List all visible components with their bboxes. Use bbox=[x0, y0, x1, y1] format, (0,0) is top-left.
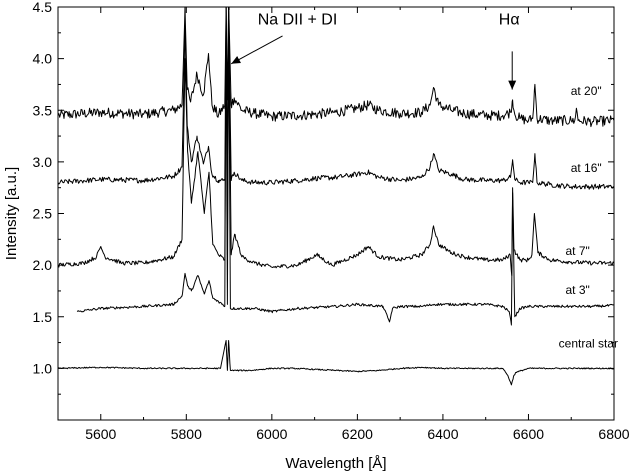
y-tick-label-3: 2.5 bbox=[33, 206, 53, 222]
x-tick-label-2: 6000 bbox=[256, 426, 287, 442]
x-tick-label-0: 5600 bbox=[85, 426, 116, 442]
spectrum-line-4 bbox=[57, 340, 615, 386]
spectrum-label-2: at 7" bbox=[566, 244, 590, 258]
y-tick-label-4: 3.0 bbox=[33, 154, 53, 170]
annotation-arrow-0 bbox=[230, 35, 283, 65]
spectrum-label-0: at 20" bbox=[571, 84, 602, 98]
spectrum-line-3 bbox=[76, 6, 615, 326]
y-axis-title: Intensity [a.u.] bbox=[3, 167, 20, 260]
x-tick-label-4: 6400 bbox=[427, 426, 458, 442]
spectrum-labels: at 20" at 16" at 7" at 3" central star bbox=[559, 84, 618, 351]
y-tick-label-6: 4.0 bbox=[33, 51, 53, 67]
spectra-series bbox=[57, 6, 615, 386]
y-tick-label-1: 1.5 bbox=[33, 309, 53, 325]
spectrum-label-3: at 3" bbox=[566, 283, 590, 297]
x-tick-label-3: 6200 bbox=[342, 426, 373, 442]
y-tick-label-7: 4.5 bbox=[33, 0, 53, 15]
spectrum-line-1 bbox=[57, 6, 615, 190]
x-tick-label-6: 6800 bbox=[598, 426, 629, 442]
annotation-text-1: Hα bbox=[499, 12, 520, 29]
x-axis-title: Wavelength [Å] bbox=[285, 455, 386, 472]
annotations: Na DII + DI Hα bbox=[230, 12, 520, 90]
axes: 5600 5800 6000 6200 6400 6600 6800 1.0 1.5 2.0 2.5… bbox=[33, 0, 630, 442]
y-tick-label-0: 1.0 bbox=[33, 360, 53, 376]
spectrum-label-4: central star bbox=[559, 337, 618, 351]
annotation-text-0: Na DII + DI bbox=[258, 12, 338, 29]
spectrum-line-0 bbox=[57, 6, 615, 128]
plot-frame bbox=[57, 6, 615, 421]
x-tick-label-5: 6600 bbox=[513, 426, 544, 442]
y-tick-label-5: 3.5 bbox=[33, 102, 53, 118]
y-tick-label-2: 2.0 bbox=[33, 257, 53, 273]
spectrum-line-2 bbox=[57, 6, 615, 276]
x-tick-label-1: 5800 bbox=[171, 426, 202, 442]
spectrum-label-1: at 16" bbox=[571, 161, 602, 175]
